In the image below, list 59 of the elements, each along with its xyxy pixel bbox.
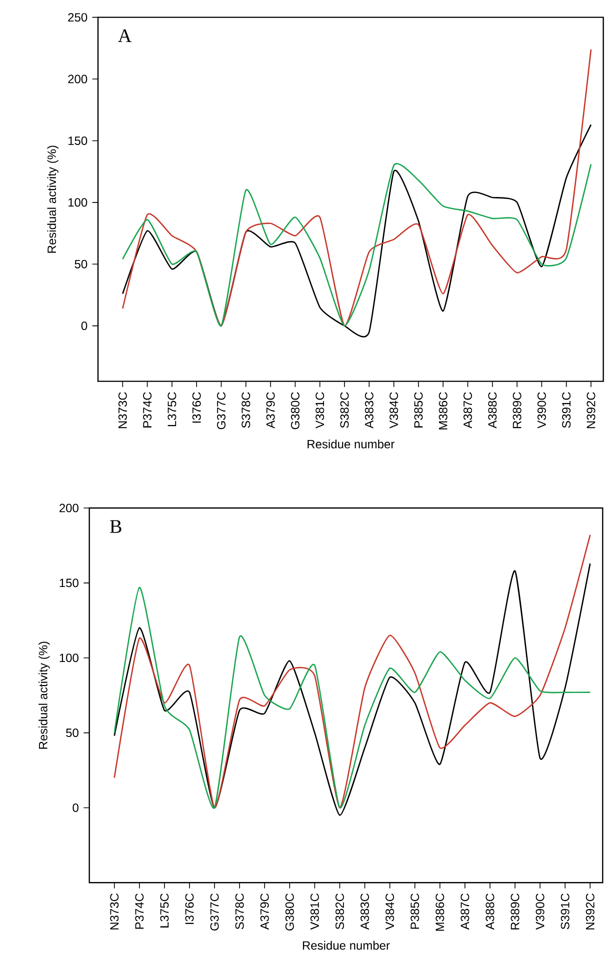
x-tick-label: S378C <box>242 392 250 428</box>
y-axis-title: Residual activity (%) <box>47 146 58 253</box>
line-series <box>122 163 592 326</box>
x-tick-label: A387C <box>460 894 470 930</box>
x-tick-label: I376C <box>192 392 201 423</box>
x-tick-label: S382C <box>340 392 349 428</box>
y-tick-label: 150 <box>60 578 78 588</box>
y-tick-label: 100 <box>60 654 78 662</box>
x-tick-label: V384C <box>386 894 394 930</box>
x-tick-label: M386C <box>436 894 444 931</box>
x-tick-label: V390C <box>536 894 544 930</box>
x-tick-label: V390C <box>537 392 546 428</box>
x-tick-label: I376C <box>185 894 194 924</box>
x-tick-label: A387C <box>463 392 472 428</box>
x-tick-label: N392C <box>586 894 594 930</box>
x-tick-label: S391C <box>562 392 571 428</box>
x-tick-label: G377C <box>216 392 226 430</box>
y-tick-label: 100 <box>68 198 88 207</box>
x-tick-label: P374C <box>135 894 144 929</box>
line-series <box>122 48 592 326</box>
x-tick-label: G380C <box>290 392 300 430</box>
x-tick-label: V381C <box>316 392 324 428</box>
y-tick-label: 0 <box>72 803 78 812</box>
x-axis-title: Residue number <box>302 940 390 950</box>
x-tick-label: P385C <box>410 894 420 929</box>
x-tick-label: A379C <box>260 894 269 930</box>
x-tick-label: S391C <box>560 894 570 930</box>
x-tick-label: N392C <box>586 392 596 428</box>
x-tick-label: P385C <box>414 392 423 428</box>
y-tick-label: 50 <box>66 728 78 738</box>
x-tick-label: L375C <box>168 392 176 426</box>
x-axis-title: Residue number <box>308 440 394 448</box>
x-tick-label: M386C <box>438 392 448 430</box>
x-tick-label: G380C <box>285 894 294 930</box>
x-tick-label: A383C <box>360 894 370 930</box>
x-tick-label: V381C <box>310 894 319 930</box>
x-tick-label: R389C <box>510 894 520 930</box>
y-tick-label: 200 <box>68 74 88 84</box>
y-tick-label: 0 <box>81 322 88 330</box>
y-tick-label: 150 <box>68 136 88 145</box>
x-tick-label: S382C <box>335 894 344 930</box>
x-tick-label: A388C <box>486 894 494 930</box>
y-tick-label: 50 <box>74 260 88 268</box>
y-tick-label: 250 <box>68 13 88 22</box>
annotation: A <box>118 29 132 42</box>
x-tick-label: L375C <box>160 894 169 928</box>
y-axis-title: Residual activity (%) <box>38 642 50 749</box>
x-tick-label: S378C <box>235 894 244 930</box>
x-tick-label: V384C <box>390 392 398 428</box>
x-tick-label: R389C <box>512 392 522 428</box>
x-tick-label: G377C <box>210 894 219 930</box>
x-tick-label: N373C <box>110 894 119 930</box>
annotation: B <box>110 520 122 533</box>
x-tick-label: A379C <box>266 392 275 428</box>
x-tick-label: A388C <box>488 392 497 428</box>
x-tick-label: P374C <box>143 392 152 428</box>
y-tick-label: 200 <box>60 504 78 512</box>
x-tick-label: A383C <box>364 392 374 428</box>
x-tick-label: N373C <box>118 392 127 428</box>
